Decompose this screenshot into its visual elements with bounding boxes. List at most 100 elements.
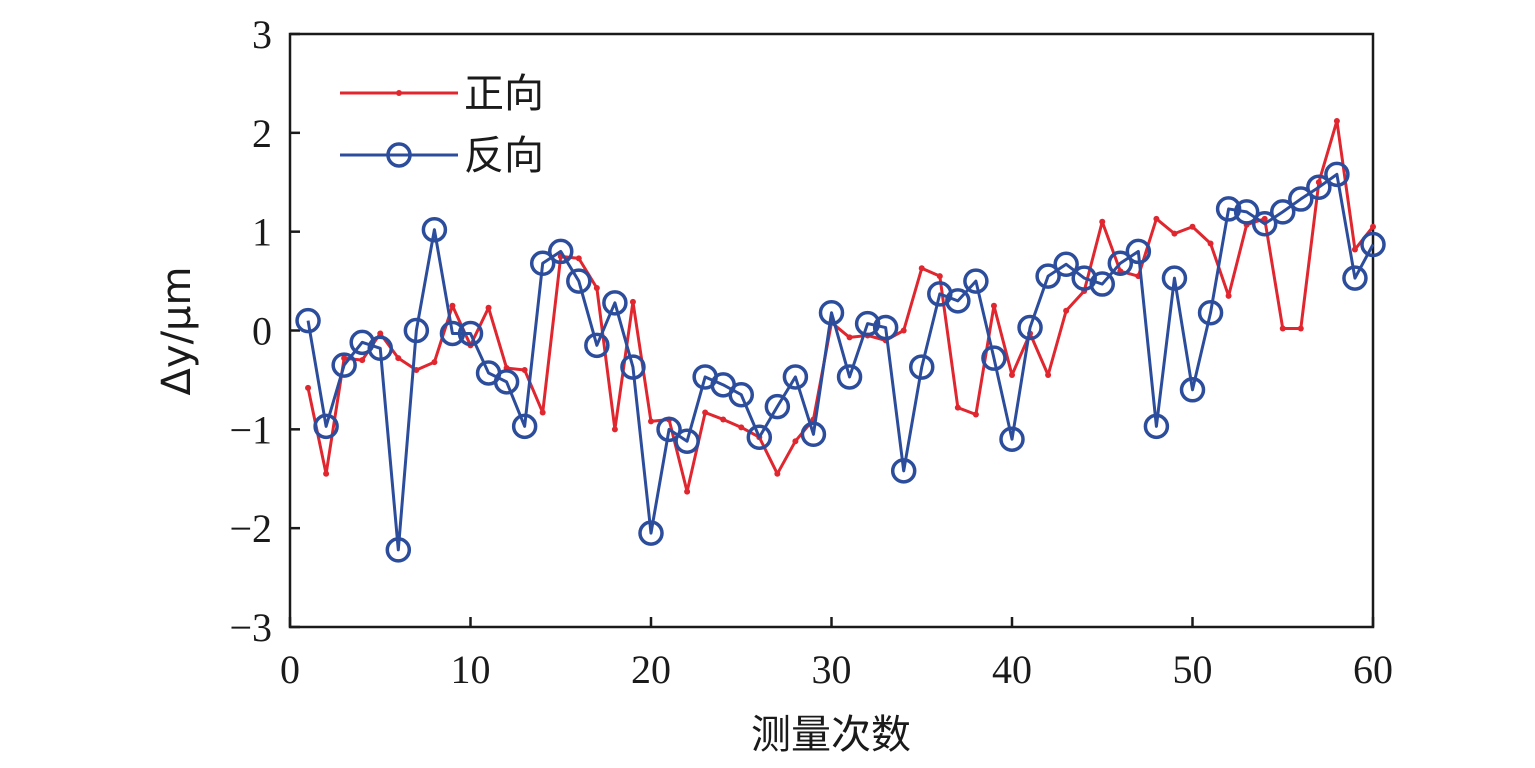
series-2-point (836, 364, 863, 390)
series-1-point (774, 470, 781, 477)
series-1-point (1045, 371, 1052, 378)
series-1-point (1171, 230, 1178, 237)
series-2-point (439, 320, 466, 347)
series-2-point (1215, 196, 1242, 222)
series-2-point (999, 426, 1025, 452)
series-2-point (963, 268, 989, 294)
series-2-point (385, 537, 412, 563)
series-2-point (620, 354, 646, 380)
series-2-point (403, 317, 430, 344)
series-1-point (846, 334, 853, 341)
series-2-point (656, 416, 682, 443)
series-2-point (349, 329, 375, 356)
y-tick-label: 3 (252, 12, 272, 57)
series-1-point (395, 355, 402, 362)
series-2-point (1143, 413, 1170, 440)
series-1-point (611, 426, 618, 433)
series-2-point (1360, 231, 1386, 258)
series-1-point (738, 424, 745, 431)
series-2-point (331, 352, 357, 378)
legend-label: 正向 (464, 71, 544, 117)
series-2-point (313, 413, 339, 440)
series-1-point (377, 330, 384, 337)
series-2-point (1288, 186, 1314, 212)
series-1-point (792, 438, 799, 445)
series-1-point (1063, 307, 1070, 314)
series-2-point (1197, 299, 1224, 326)
series-2-point (981, 345, 1007, 371)
series-2-point (1107, 250, 1134, 277)
legend-swatch-marker (396, 90, 402, 96)
series-layer (295, 117, 1386, 563)
x-tick-label: 10 (451, 647, 491, 692)
series-1-point (413, 367, 420, 374)
series-1-point (954, 404, 961, 411)
series-1-point (1153, 215, 1160, 222)
x-tick-label: 50 (1173, 647, 1213, 692)
series-1-point (323, 470, 330, 477)
y-tick-label: −2 (229, 506, 272, 551)
series-2-point (602, 290, 628, 316)
y-tick-label: −1 (229, 407, 272, 452)
series-2-point (1342, 265, 1368, 291)
series-2-point (909, 354, 935, 380)
series-2-point (548, 238, 574, 265)
x-tick-label: 60 (1353, 647, 1393, 692)
series-2-point (1161, 265, 1188, 291)
series-1-point (684, 488, 691, 495)
series-2-point (1306, 174, 1332, 200)
series-1-point (936, 273, 943, 280)
legend-swatch-marker (386, 142, 412, 168)
series-1-point (341, 355, 348, 362)
series-1-point (972, 411, 979, 418)
series-1-point (1279, 325, 1286, 332)
series-1-point (575, 255, 582, 262)
x-tick-label: 20 (631, 647, 671, 692)
series-2-point (854, 310, 881, 337)
series-2-point (818, 299, 845, 326)
x-tick-label: 40 (992, 647, 1032, 692)
x-axis-title: 测量次数 (751, 712, 911, 758)
series-1-point (305, 384, 312, 391)
series-1-point (720, 416, 727, 423)
series-2-point (872, 314, 899, 341)
series-2-point (1089, 271, 1115, 297)
y-tick-label: 2 (252, 111, 272, 156)
series-2-point (584, 332, 610, 359)
series-1-point (1207, 240, 1214, 247)
series-2-point (367, 335, 393, 362)
ticks-layer: 0 10 20 30 40 50 60 −3 −2 −1 0 1 2 3 (229, 12, 1393, 692)
series-2-point (457, 320, 484, 347)
series-1-point (449, 302, 456, 309)
y-tick-label: 0 (252, 309, 272, 354)
series-1-point (629, 298, 636, 305)
series-1-point (359, 357, 366, 364)
series-2-point (800, 421, 827, 448)
legend-label: 反向 (464, 133, 544, 179)
series-2-line (306, 172, 1375, 552)
series-2-point (945, 288, 971, 314)
series-2-point (1179, 377, 1206, 403)
series-2-point (746, 424, 773, 450)
series-1-point (648, 418, 654, 425)
series-2-point (1035, 263, 1061, 289)
series-1-point (918, 265, 925, 272)
series-1-point (593, 285, 600, 292)
series-2 (295, 161, 1386, 563)
x-tick-label: 30 (812, 647, 852, 692)
series-1-point (1351, 246, 1358, 253)
series-2-point (1233, 199, 1260, 225)
series-1-point (431, 359, 438, 366)
series-2-point (511, 413, 538, 440)
series-2-point (638, 520, 664, 546)
series-2-point (674, 428, 700, 454)
x-tick-label: 0 (280, 647, 300, 692)
series-2-point (566, 268, 592, 294)
series-2-point (1324, 161, 1350, 188)
series-2-point (764, 393, 791, 420)
series-2-point (1071, 265, 1097, 291)
series-2-point (529, 250, 556, 277)
series-1-point (990, 302, 997, 309)
